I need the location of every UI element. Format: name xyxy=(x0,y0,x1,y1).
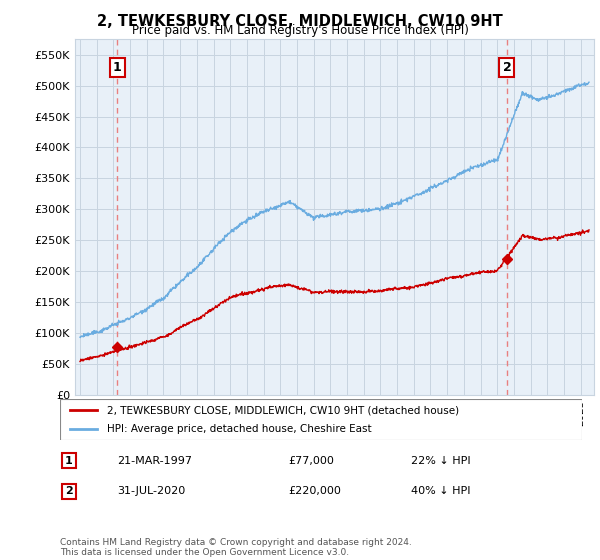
Text: Price paid vs. HM Land Registry's House Price Index (HPI): Price paid vs. HM Land Registry's House … xyxy=(131,24,469,37)
Text: 2: 2 xyxy=(503,61,511,74)
Text: £220,000: £220,000 xyxy=(288,487,341,496)
Text: £77,000: £77,000 xyxy=(288,456,334,465)
Text: 2, TEWKESBURY CLOSE, MIDDLEWICH, CW10 9HT (detached house): 2, TEWKESBURY CLOSE, MIDDLEWICH, CW10 9H… xyxy=(107,405,459,415)
Text: 2, TEWKESBURY CLOSE, MIDDLEWICH, CW10 9HT: 2, TEWKESBURY CLOSE, MIDDLEWICH, CW10 9H… xyxy=(97,14,503,29)
Text: 21-MAR-1997: 21-MAR-1997 xyxy=(117,456,192,465)
Text: 31-JUL-2020: 31-JUL-2020 xyxy=(117,487,185,496)
Text: HPI: Average price, detached house, Cheshire East: HPI: Average price, detached house, Ches… xyxy=(107,424,371,433)
Text: 1: 1 xyxy=(113,61,121,74)
Text: 1: 1 xyxy=(65,456,73,465)
Text: 22% ↓ HPI: 22% ↓ HPI xyxy=(411,456,470,465)
Text: 40% ↓ HPI: 40% ↓ HPI xyxy=(411,487,470,496)
Text: Contains HM Land Registry data © Crown copyright and database right 2024.
This d: Contains HM Land Registry data © Crown c… xyxy=(60,538,412,557)
Text: 2: 2 xyxy=(65,487,73,496)
